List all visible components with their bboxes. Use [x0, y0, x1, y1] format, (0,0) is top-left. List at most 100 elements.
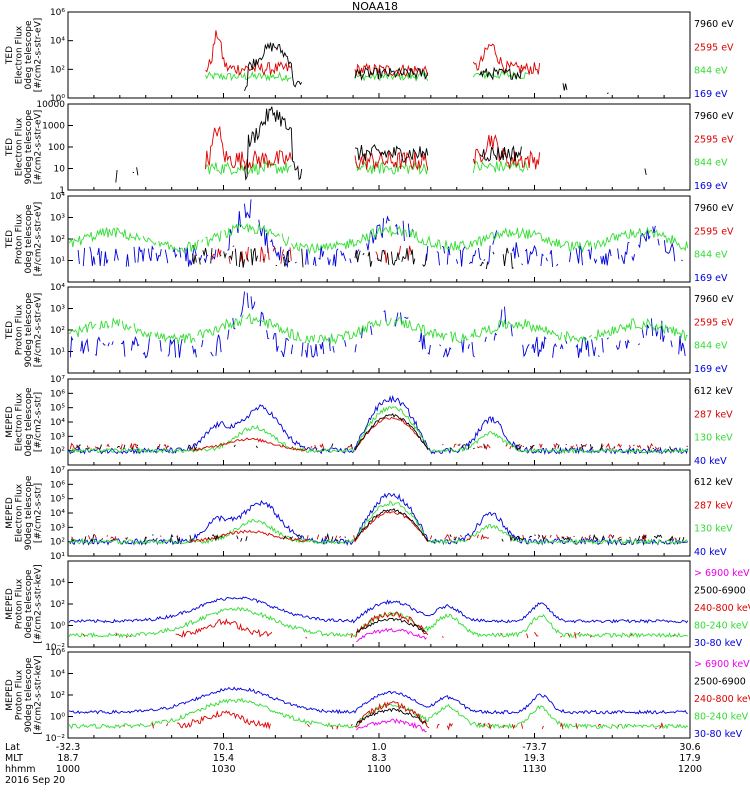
- series-line: [205, 30, 541, 78]
- legend-entry: 80-240 keV: [694, 621, 749, 632]
- series-line: [68, 500, 689, 545]
- panel-frame: [67, 11, 691, 99]
- time-axis-value: 19.3: [524, 753, 545, 764]
- series-line: [68, 697, 689, 730]
- y-axis-label-line: [#/cm2-s-str-eV]: [34, 18, 44, 93]
- panel-frame: [67, 103, 691, 191]
- y-tick-label: 10⁶: [50, 648, 65, 658]
- time-axis-value: 15.4: [213, 753, 234, 764]
- time-axis-value: 17.9: [679, 753, 700, 764]
- series-line: [68, 686, 688, 715]
- y-axis-label-line: TED: [5, 321, 15, 340]
- legend-entry: 169 eV: [694, 89, 728, 100]
- y-axis-label-line: Electron Flux: [15, 117, 25, 176]
- series-line: [68, 606, 688, 639]
- series-line: [356, 627, 427, 643]
- y-tick-label: 10⁴: [50, 670, 65, 680]
- legend-entry: 2595 eV: [694, 134, 734, 145]
- series-line: [356, 718, 427, 733]
- y-axis-label-line: Proton Flux: [15, 304, 25, 355]
- y-tick-label: 10⁴: [50, 37, 65, 47]
- y-tick-label: 10⁰: [50, 94, 65, 104]
- time-axis-value: 1130: [522, 764, 546, 775]
- legend-entry: 169 eV: [694, 273, 728, 284]
- time-axis-value: 70.1: [213, 742, 234, 753]
- legend-entry: 7960 eV: [694, 19, 734, 30]
- time-axis-value: -32.3: [56, 742, 81, 753]
- time-axis-value: 8.3: [371, 753, 386, 764]
- y-tick-label: 10³: [50, 305, 65, 315]
- y-axis-label-line: Proton Flux: [15, 578, 25, 629]
- legend-entry: 30-80 keV: [694, 638, 743, 649]
- y-axis-label-line: MEPED: [5, 679, 15, 711]
- y-axis-label-line: MEPED: [5, 497, 15, 529]
- series-line: [68, 596, 689, 624]
- panel-5: 10² 10³ 10⁴ 10⁵ 10⁶ 10⁷ MEPED Electron Flux 0deg…: [5, 375, 733, 467]
- legend-entry: 169 eV: [694, 364, 728, 375]
- legend-entry: 7960 eV: [694, 294, 734, 305]
- y-axis-label: TED Proton Flux 90deg telescope [#/cm2-s-st…: [5, 292, 44, 367]
- legend-entry: 130 keV: [694, 433, 733, 444]
- time-axis-value: 1200: [678, 764, 702, 775]
- legend-entry: 2595 eV: [694, 226, 734, 237]
- y-axis-label-line: 0deg telescope: [24, 20, 34, 90]
- y-axis-label-line: 90deg telescope: [24, 292, 34, 367]
- time-axis-value: 18.7: [57, 753, 78, 764]
- y-axis-label-line: 90deg telescope: [24, 475, 34, 550]
- y-axis-label-line: Proton Flux: [15, 669, 25, 720]
- y-axis-label-line: [#/cm2-s-str-keV]: [34, 564, 44, 643]
- y-tick-label: 10²: [50, 447, 65, 457]
- series-line: [68, 406, 689, 455]
- y-axis-label-line: Electron Flux: [15, 25, 25, 84]
- y-tick-label: 10⁴: [50, 418, 65, 428]
- legend-entry: 2595 eV: [694, 317, 734, 328]
- y-tick-label: 10³: [50, 214, 65, 224]
- time-axis-value: 1000: [56, 764, 80, 775]
- y-axis-label: MEPED Proton Flux 0deg telescope [#/cm2-s-s…: [5, 564, 44, 643]
- y-tick-label: 10000: [36, 100, 65, 110]
- time-axis-value: 30.6: [679, 742, 700, 753]
- series-line: [355, 617, 427, 634]
- y-axis-label-line: 0deg telescope: [24, 569, 34, 639]
- series-line: [68, 394, 689, 456]
- y-axis-label-line: TED: [5, 230, 15, 249]
- legend-entry: 80-240 keV: [694, 712, 749, 723]
- legend-entry: 40 keV: [694, 456, 727, 467]
- panel-7: 10⁻² 10⁰ 10² 10⁴ MEPED Proton Flux 0deg telesc…: [5, 560, 750, 653]
- y-tick-label: 10⁶: [50, 480, 65, 490]
- legend-entry: 7960 eV: [694, 111, 734, 122]
- panel-frame: [67, 560, 691, 648]
- y-tick-label: 10⁰: [50, 713, 65, 723]
- legend-entry: 240-800 keV: [694, 603, 750, 614]
- y-axis-label-line: [#/cm2-s-str]: [34, 483, 44, 543]
- y-axis-label-line: Electron Flux: [15, 483, 25, 542]
- y-tick-label: 10²: [50, 235, 65, 245]
- y-tick-label: 10²: [50, 600, 65, 610]
- series-line: [72, 509, 687, 542]
- y-axis-label-line: 0deg telescope: [24, 204, 34, 274]
- time-axis-row-label: MLT: [5, 753, 23, 764]
- y-axis-label: MEPED Proton Flux 90deg telescope [#/cm2-s-…: [5, 655, 44, 734]
- y-axis-label-line: TED: [5, 138, 15, 157]
- y-tick-label: 10³: [50, 523, 65, 533]
- series-line: [355, 708, 427, 726]
- y-axis-label-line: 90deg telescope: [24, 109, 34, 184]
- date-label: 2016 Sep 20: [5, 775, 65, 786]
- y-tick-label: 10⁵: [50, 495, 65, 505]
- y-tick-label: 1000: [42, 122, 65, 132]
- y-tick-label: 10⁻²: [45, 643, 65, 653]
- legend-entry: > 6900 keV: [694, 568, 750, 579]
- y-axis-label-line: [#/cm2-s-str-eV]: [34, 293, 44, 368]
- y-tick-label: 10⁶: [50, 389, 65, 399]
- y-axis-label: TED Proton Flux 0deg telescope [#/cm2-s-str…: [5, 202, 44, 277]
- time-axis-value: -73.7: [522, 742, 547, 753]
- legend-entry: 287 keV: [694, 500, 733, 511]
- y-tick-label: 10²: [50, 65, 65, 75]
- legend-entry: > 6900 keV: [694, 659, 750, 670]
- time-axis-value: 1030: [211, 764, 235, 775]
- y-tick-label: 10²: [50, 538, 65, 548]
- legend-entry: 844 eV: [694, 158, 728, 169]
- y-axis-label-line: [#/cm2-s-str-keV]: [34, 655, 44, 734]
